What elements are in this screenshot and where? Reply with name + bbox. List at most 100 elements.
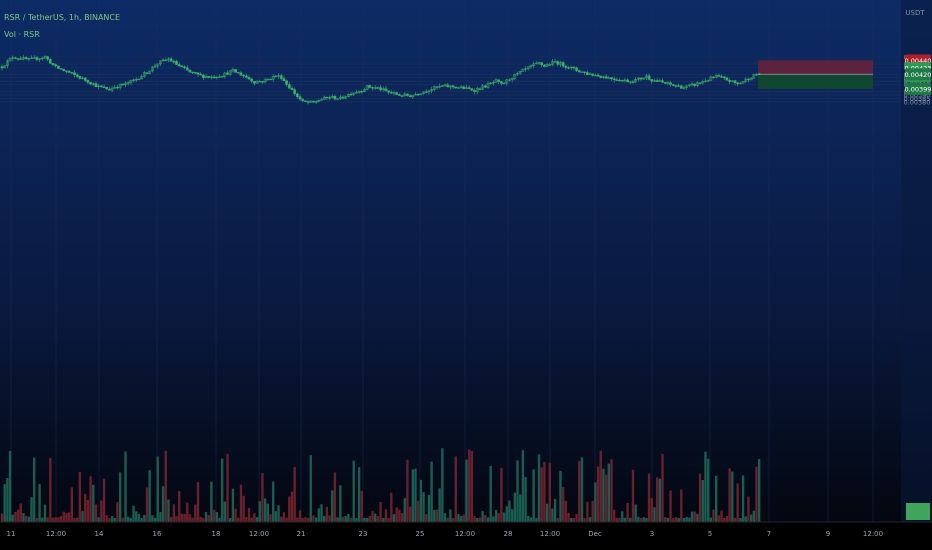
candle-body — [688, 84, 691, 87]
candle-body — [631, 81, 635, 83]
candle-body — [180, 65, 184, 68]
volume-bar — [392, 514, 396, 522]
candle-body — [658, 80, 662, 82]
candle-body — [228, 70, 232, 75]
candle-body — [167, 58, 170, 61]
volume-bar — [382, 517, 385, 522]
time-tick-label: 9 — [826, 530, 830, 538]
candle-body — [400, 95, 404, 97]
candle-body — [440, 85, 444, 87]
candle-body — [202, 74, 205, 78]
volume-bar — [196, 482, 200, 522]
candle-body — [704, 80, 707, 83]
candle-body — [674, 85, 678, 87]
position-zones[interactable] — [758, 60, 873, 89]
time-scale-panel[interactable] — [0, 522, 932, 550]
candle-body — [666, 82, 670, 84]
candle-body — [693, 83, 697, 86]
volume-bar — [255, 517, 259, 522]
candle-body — [720, 76, 723, 78]
volume-bar — [363, 517, 366, 522]
candle-body — [373, 87, 377, 89]
candle-body — [14, 57, 17, 59]
candle-body — [647, 75, 651, 80]
volume-bar — [489, 466, 492, 522]
volume-bar — [70, 487, 74, 522]
volume-bar — [301, 517, 304, 522]
volume-bar — [672, 517, 675, 522]
candle-body — [263, 79, 267, 83]
volume-bar — [500, 467, 503, 522]
volume-bar — [153, 517, 157, 522]
time-axis[interactable]: 11 12:00 14 16 18 12:00 21 23 25 12:00 28 12:00 Dec 3… — [7, 530, 884, 538]
candle-body — [322, 96, 326, 100]
volume-bar — [374, 513, 377, 522]
volume-bar — [210, 481, 213, 522]
candle-body — [459, 86, 463, 88]
candle-body — [191, 71, 194, 74]
volume-bar — [355, 517, 358, 522]
candle-body — [24, 57, 28, 60]
candle-body — [99, 85, 103, 88]
candle-body — [583, 71, 586, 73]
candle-body — [220, 76, 224, 78]
candles — [0, 54, 761, 105]
volume-bar — [16, 509, 20, 522]
volume-bar — [320, 504, 323, 522]
volume-bar — [349, 517, 353, 522]
volume-bar — [449, 509, 452, 522]
candle-body — [255, 81, 259, 84]
candle-body — [161, 59, 165, 62]
candle-body — [376, 87, 380, 89]
candle-body — [8, 58, 12, 62]
volume-bar — [282, 512, 286, 522]
volume-bar — [744, 516, 747, 522]
volume-bar — [510, 509, 514, 522]
candle-body — [679, 85, 683, 89]
candle-body — [612, 78, 616, 80]
candle-body — [30, 57, 33, 59]
volume-bar — [513, 492, 517, 522]
candle-body — [532, 63, 535, 67]
volume-bar — [204, 512, 208, 522]
grid — [0, 0, 901, 522]
volume-bar — [151, 515, 154, 522]
candle-body — [430, 89, 433, 92]
volume-bar — [467, 449, 471, 522]
candle-body — [432, 86, 436, 90]
volume-bar — [62, 511, 65, 522]
entry-price-tag-text: 0.00420 — [905, 71, 932, 79]
volume-bar — [706, 458, 710, 522]
price-tick-label: 0.00390 — [904, 92, 931, 100]
volume-bar — [430, 461, 433, 522]
volume-bar — [97, 517, 100, 522]
volume-bar — [3, 484, 6, 522]
volume-bar — [8, 451, 12, 522]
volume-bar — [365, 517, 369, 522]
candle-body — [639, 77, 643, 80]
candle-body — [449, 85, 452, 88]
scale-corner-button[interactable] — [906, 503, 930, 520]
volume-bar — [81, 511, 84, 522]
candle-body — [712, 76, 715, 79]
candle-body — [497, 79, 501, 82]
volume-bar — [341, 516, 345, 522]
candle-body — [559, 62, 562, 65]
volume-bar — [199, 516, 202, 522]
volume-indicator-legend[interactable]: Vol · RSR — [4, 30, 40, 39]
take-profit-zone[interactable] — [758, 74, 873, 89]
candle-body — [384, 88, 388, 92]
candle-body — [486, 83, 490, 88]
stop-loss-zone[interactable] — [758, 60, 873, 75]
volume-bar — [524, 477, 527, 522]
volume-bar — [368, 515, 372, 522]
volume-bar — [680, 489, 683, 522]
candle-body — [698, 82, 702, 84]
candle-body — [226, 72, 229, 75]
candle-body — [282, 78, 286, 82]
volume-bar — [116, 502, 119, 522]
volume-bar — [376, 516, 380, 522]
volume-bar — [306, 517, 310, 522]
candle-body — [301, 98, 305, 102]
